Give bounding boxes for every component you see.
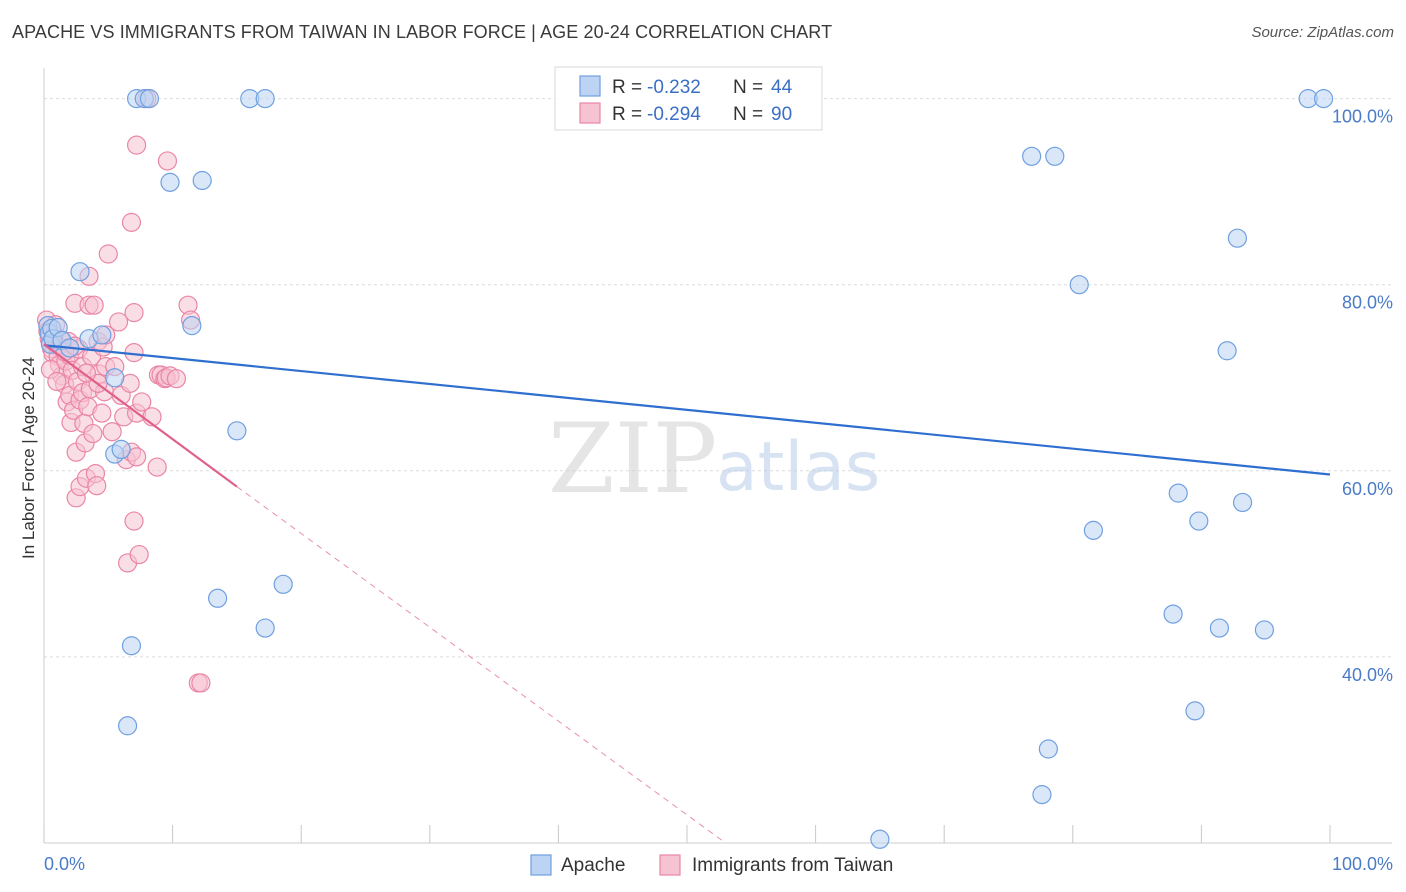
apache-point-13	[111, 439, 131, 460]
taiwan-point-66	[126, 447, 147, 467]
apache-point-8	[70, 262, 90, 282]
taiwan-point-39	[83, 423, 103, 444]
tick-labels: 40.0% 60.0% 80.0% 100.0% 0.0% 100.0%	[44, 107, 1393, 874]
watermark: ZIP atlas	[548, 403, 880, 515]
y-tick-label-2: 80.0%	[1342, 293, 1393, 313]
correlation-legend: R = -0.232 N = 44 R = -0.294 N = 90	[554, 66, 823, 131]
bottom-legend-swatch-taiwan	[659, 854, 681, 876]
taiwan-point-51	[98, 244, 118, 264]
x-tick-label-1: 100.0%	[1332, 854, 1393, 874]
series-apache	[38, 89, 1334, 849]
taiwan-point-41	[84, 295, 104, 315]
watermark-atlas: atlas	[716, 428, 880, 507]
bottom-legend-taiwan: Immigrants from Taiwan	[692, 855, 893, 876]
taiwan-point-68	[129, 544, 149, 565]
legend-n-value-1: 44	[771, 77, 793, 98]
apache-point-42	[1232, 492, 1253, 513]
trend-lines	[43, 343, 1331, 844]
apache-point-31	[1083, 520, 1103, 540]
apache-point-14	[121, 636, 142, 656]
apache-point-32	[1038, 739, 1058, 759]
taiwan-point-64	[124, 303, 144, 323]
taiwan-point-46	[92, 403, 112, 423]
taiwan-point-69	[132, 392, 152, 412]
apache-point-40	[1227, 228, 1248, 248]
taiwan-point-63	[121, 212, 142, 232]
apache-point-15	[117, 716, 138, 736]
taiwan-point-85	[47, 371, 67, 392]
apache-point-10	[92, 325, 112, 345]
legend-n-value-2: 90	[771, 104, 792, 125]
taiwan-point-54	[108, 312, 129, 332]
apache-point-23	[227, 421, 247, 441]
taiwan-point-72	[147, 457, 167, 477]
apache-point-30	[1069, 275, 1089, 295]
apache-trend-line	[43, 344, 1331, 476]
apache-point-43	[1254, 620, 1275, 640]
apache-point-36	[1189, 511, 1209, 531]
bottom-legend-apache: Apache	[561, 855, 625, 876]
legend-swatch-apache	[579, 75, 601, 97]
chart-title: APACHE VS IMMIGRANTS FROM TAIWAN IN LABO…	[12, 22, 833, 42]
apache-point-26	[255, 618, 275, 638]
watermark-zip: ZIP	[548, 403, 717, 515]
taiwan-point-65	[126, 135, 147, 155]
legend-r-label-1: R =	[612, 77, 642, 98]
taiwan-point-67	[124, 511, 144, 531]
taiwan-point-52	[102, 422, 122, 442]
apache-point-22	[208, 588, 228, 608]
apache-point-18	[139, 89, 160, 109]
apache-point-35	[1168, 483, 1188, 503]
apache-point-33	[1032, 785, 1052, 805]
legend-n-label-1: N =	[733, 77, 763, 98]
y-tick-label-3: 100.0%	[1332, 107, 1393, 127]
apache-point-39	[1185, 701, 1205, 721]
apache-point-27	[273, 574, 293, 594]
grid-lines	[44, 98, 1392, 658]
x-tick-label-0: 0.0%	[44, 854, 85, 874]
apache-point-21	[182, 316, 202, 336]
legend-r-value-2: -0.294	[647, 104, 701, 125]
legend-r-label-2: R =	[612, 104, 642, 125]
apache-point-45	[1313, 89, 1334, 109]
taiwan-trend-extension	[236, 486, 726, 844]
taiwan-point-83	[191, 673, 211, 693]
apache-point-29	[1045, 146, 1065, 166]
legend-swatch-taiwan	[579, 102, 601, 124]
y-tick-label-0: 40.0%	[1342, 665, 1393, 685]
bottom-legend-swatch-apache	[530, 854, 552, 876]
taiwan-point-76	[157, 151, 178, 171]
y-tick-label-1: 60.0%	[1342, 479, 1393, 499]
taiwan-point-79	[166, 369, 187, 389]
apache-point-28	[1022, 146, 1042, 166]
legend-n-label-2: N =	[733, 104, 763, 125]
apache-point-38	[1209, 618, 1230, 638]
apache-point-19	[160, 172, 180, 192]
apache-point-25	[255, 89, 275, 109]
apache-point-37	[1163, 604, 1183, 624]
series-immigrants-from-taiwan	[36, 89, 211, 693]
apache-point-34	[870, 829, 890, 849]
legend-r-value-1: -0.232	[647, 77, 701, 98]
axes	[43, 68, 1392, 844]
taiwan-trend-line	[43, 343, 238, 488]
apache-point-41	[1217, 341, 1237, 361]
apache-point-20	[192, 170, 212, 191]
taiwan-point-43	[87, 476, 107, 496]
y-axis-label: In Labor Force | Age 20-24	[19, 357, 38, 559]
apache-point-12	[105, 368, 125, 388]
bottom-legend: Apache Immigrants from Taiwan	[530, 854, 893, 876]
source-label: Source: ZipAtlas.com	[1251, 24, 1394, 41]
